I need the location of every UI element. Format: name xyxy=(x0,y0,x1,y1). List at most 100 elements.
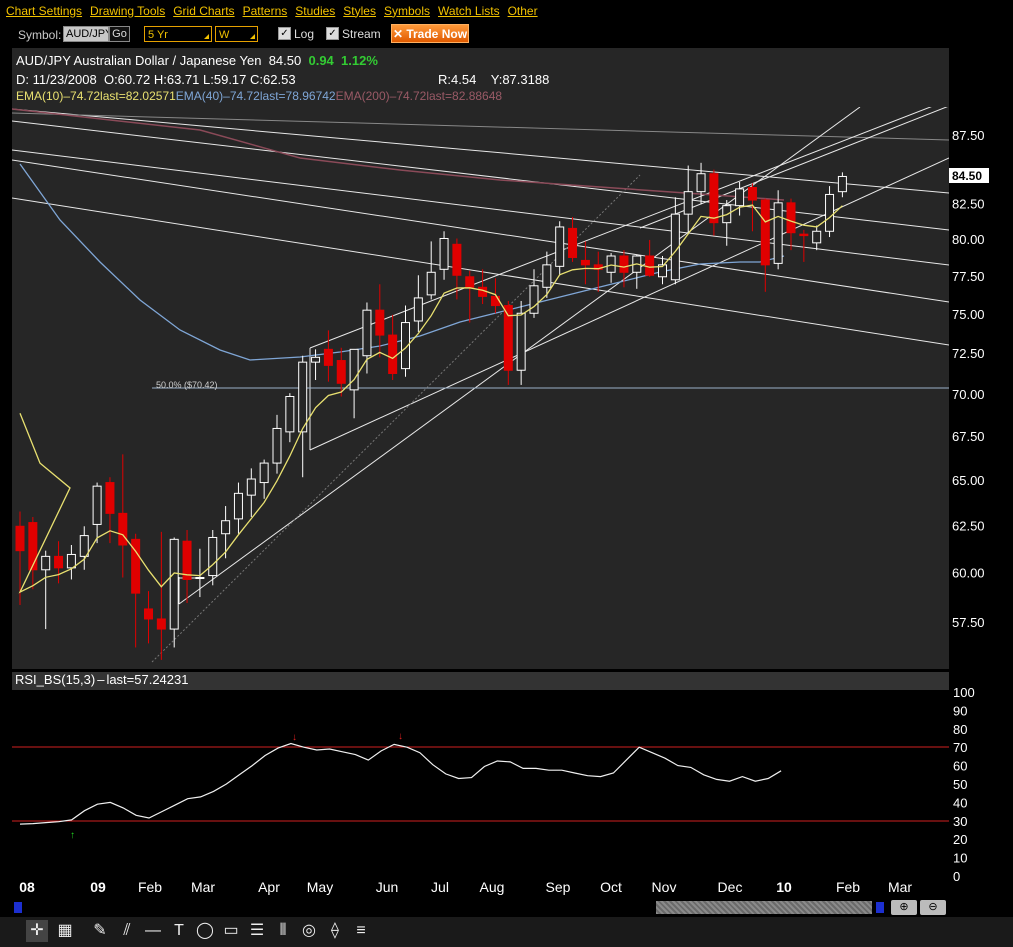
interval-dropdown[interactable]: W xyxy=(215,26,258,42)
time-tick-label: Jul xyxy=(431,879,449,895)
chart-title: AUD/JPY Australian Dollar / Japanese Yen xyxy=(16,53,262,68)
rsi-tick-label: 60 xyxy=(953,759,967,774)
menu-bar: Chart Settings Drawing Tools Grid Charts Pa… xyxy=(0,0,1013,21)
rsi-tick-label: 90 xyxy=(953,703,967,718)
price-change: 0.94 xyxy=(308,53,334,68)
menu-patterns[interactable]: Patterns xyxy=(242,3,288,18)
time-tick-label: 10 xyxy=(776,879,792,895)
buy-arrow-icon: ↑ xyxy=(70,830,75,841)
menu-watch-lists[interactable]: Watch Lists xyxy=(438,3,500,18)
ellipse-icon[interactable]: ◯ xyxy=(196,922,214,939)
rsi-tick-label: 20 xyxy=(953,832,967,847)
rsi-tick-label: 70 xyxy=(953,740,967,755)
chart-title-row: AUD/JPY Australian Dollar / Japanese Yen… xyxy=(16,53,378,68)
sell-arrow-icon: ↓ xyxy=(292,732,297,743)
rsi-label: RSI_BS(15,3) xyxy=(15,672,96,687)
rsi-tick-label: 30 xyxy=(953,814,967,829)
rsi-tick-label: 40 xyxy=(953,795,967,810)
dropdown-arrow-icon xyxy=(204,34,209,39)
interval-value: W xyxy=(219,29,230,41)
range-dropdown[interactable]: 5 Yr xyxy=(144,26,212,42)
menu-other[interactable]: Other xyxy=(507,3,538,18)
time-tick-label: Dec xyxy=(718,879,743,895)
trade-now-button[interactable]: ✕ Trade Now xyxy=(391,24,469,43)
time-tick-label: Apr xyxy=(258,879,280,895)
grid-icon[interactable]: ▦ xyxy=(57,922,73,939)
ohlc-date: D: 11/23/2008 xyxy=(16,72,97,87)
time-tick-label: Aug xyxy=(480,879,505,895)
rsi-tick-label: 100 xyxy=(953,685,975,700)
time-tick-label: 08 xyxy=(19,879,35,895)
time-tick-label: May xyxy=(307,879,333,895)
dropdown-arrow-icon xyxy=(250,34,255,39)
zoom-in-icon[interactable]: ⊕ xyxy=(891,900,917,915)
y-value: Y:87.3188 xyxy=(490,72,550,87)
ema40-label: EMA(40) xyxy=(175,89,224,103)
time-tick-label: 09 xyxy=(90,879,106,895)
r-value: R:4.54 xyxy=(438,72,477,87)
range-value: 5 Yr xyxy=(148,29,168,41)
time-tick-label: Oct xyxy=(600,879,622,895)
trade-now-label: Trade Now xyxy=(406,27,468,41)
zoom-out-icon[interactable]: ⊖ xyxy=(920,900,946,915)
time-tick-label: Mar xyxy=(191,879,215,895)
rsi-tick-label: 10 xyxy=(953,851,967,866)
time-tick-label: Nov xyxy=(652,879,677,895)
ema10-values: 74.72last=82.02571 xyxy=(70,89,176,103)
fan-icon[interactable]: ⟠ xyxy=(331,922,339,939)
price-change-pct: 1.12% xyxy=(341,53,378,68)
rsi-tick-label: 0 xyxy=(953,869,960,884)
menu-symbols[interactable]: Symbols xyxy=(383,3,430,18)
menu-studies[interactable]: Studies xyxy=(295,3,336,18)
pencil-icon[interactable]: ✎ xyxy=(93,922,107,939)
menu-lines-icon[interactable]: ≡ xyxy=(356,922,366,939)
log-checkbox[interactable]: ✓ xyxy=(278,27,291,40)
time-axis-ticks: 08 09 Feb Mar Apr May Jun Jul Aug Sep Oct Nov Dec 10 F… xyxy=(19,879,912,895)
go-button[interactable]: Go xyxy=(109,26,130,42)
price-panel[interactable] xyxy=(12,48,949,669)
fib-retracement-icon[interactable]: ☰ xyxy=(249,922,265,939)
stream-checkbox[interactable]: ✓ xyxy=(326,27,339,40)
menu-drawing-tools[interactable]: Drawing Tools xyxy=(90,3,166,18)
menu-grid-charts[interactable]: Grid Charts xyxy=(173,3,235,18)
rsi-line xyxy=(19,742,782,825)
time-tick-label: Jun xyxy=(376,879,399,895)
scroll-right-icon[interactable] xyxy=(876,902,884,913)
ema10-label: EMA(10) xyxy=(16,89,64,103)
ema40-values: 74.72last=78.96742 xyxy=(229,89,336,103)
scroll-thumb[interactable] xyxy=(656,901,872,914)
log-label: Log xyxy=(294,27,315,41)
menu-chart-settings[interactable]: Chart Settings xyxy=(6,3,83,18)
text-icon[interactable]: T xyxy=(174,922,184,939)
trade-icon: ✕ xyxy=(392,27,407,41)
ry-row: R:4.54 Y:87.3188 xyxy=(438,72,549,87)
rsi-tick-label: 80 xyxy=(953,722,967,737)
scroll-left-icon[interactable] xyxy=(14,902,22,913)
ema-row: EMA(10)–74.72last=82.02571EMA(40)–74.72l… xyxy=(16,89,503,103)
ohlc-high: H:63.71 xyxy=(153,72,200,87)
rsi-tick-label: 50 xyxy=(953,777,967,792)
rsi-header: RSI_BS(15,3) – last=57.24231 xyxy=(12,672,949,690)
rectangle-icon[interactable]: ▭ xyxy=(223,922,239,939)
time-tick-label: Feb xyxy=(138,879,162,895)
time-tick-label: Sep xyxy=(546,879,571,895)
time-tick-label: Feb xyxy=(836,879,860,895)
drawing-toolbar xyxy=(0,917,1013,947)
ohlc-open: O:60.72 xyxy=(103,72,151,87)
vertical-lines-icon[interactable]: ⦀ xyxy=(279,922,287,939)
stream-label: Stream xyxy=(342,27,381,41)
gann-icon[interactable]: ◎ xyxy=(302,922,316,939)
ohlc-close: C:62.53 xyxy=(250,72,296,87)
time-scrollbar[interactable]: ⊕ ⊖ xyxy=(14,900,949,915)
crosshair-icon[interactable]: ✛ xyxy=(26,920,48,942)
menu-styles[interactable]: Styles xyxy=(343,3,376,18)
symbol-label: Symbol: xyxy=(18,28,62,42)
price-axis xyxy=(949,48,1013,669)
rsi-last: last=57.24231 xyxy=(106,672,189,687)
symbol-input[interactable]: AUD/JPY xyxy=(63,26,109,42)
horizontal-line-icon[interactable]: — xyxy=(145,922,161,939)
rsi-panel[interactable] xyxy=(12,690,949,876)
time-tick-label: Mar xyxy=(888,879,912,895)
parallel-lines-icon[interactable]: ⫽ xyxy=(123,922,131,939)
